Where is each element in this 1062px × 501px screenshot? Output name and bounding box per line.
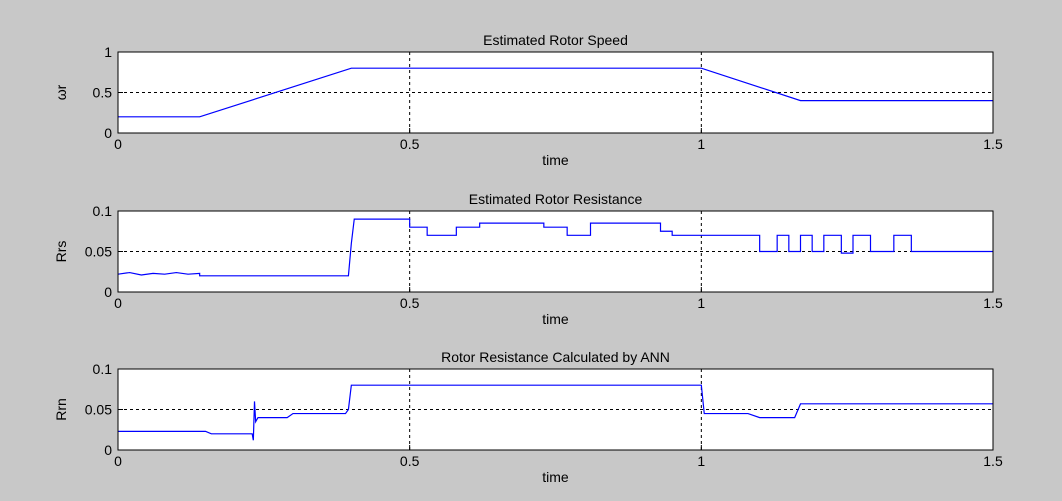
x-tick-label: 0.5 [400, 453, 420, 469]
x-axis-label: time [542, 311, 569, 327]
x-axis-label: time [542, 469, 569, 485]
x-tick-label: 0 [114, 136, 122, 152]
chart-title: Estimated Rotor Resistance [469, 191, 643, 207]
x-tick-label: 0.5 [400, 136, 420, 152]
y-tick-label: 0 [104, 442, 112, 458]
data-line [117, 218, 993, 277]
x-tick-label: 0 [114, 295, 122, 311]
y-tick-label: 0.1 [93, 203, 113, 219]
y-tick-label: 0 [104, 284, 112, 300]
chart-title: Rotor Resistance Calculated by ANN [441, 349, 670, 365]
y-tick-label: 0.1 [93, 361, 113, 377]
y-tick-label: 0.05 [85, 402, 112, 418]
y-axis-label: Rrn [53, 398, 69, 421]
x-tick-label: 1 [697, 136, 705, 152]
x-tick-label: 0 [114, 453, 122, 469]
data-line [118, 384, 993, 441]
y-axis-label: Rrs [53, 241, 69, 263]
plot-frame [117, 210, 994, 293]
y-tick-label: 0 [104, 125, 112, 141]
x-tick-label: 1.5 [983, 453, 1003, 469]
y-tick-label: 0.05 [85, 244, 112, 260]
plot-frame [117, 51, 994, 134]
y-axis-label: ωr [53, 84, 69, 100]
data-line [118, 67, 993, 118]
plot-area [118, 369, 993, 450]
x-tick-label: 0.5 [400, 295, 420, 311]
x-tick-label: 1.5 [983, 136, 1003, 152]
plot-area [118, 211, 993, 292]
x-tick-label: 1 [697, 453, 705, 469]
x-axis-label: time [542, 152, 569, 168]
plot-frame [117, 368, 994, 451]
chart-title: Estimated Rotor Speed [483, 32, 628, 48]
y-tick-label: 1 [104, 44, 112, 60]
y-tick-label: 0.5 [93, 85, 113, 101]
plot-area [118, 52, 993, 133]
x-tick-label: 1 [697, 295, 705, 311]
x-tick-label: 1.5 [983, 295, 1003, 311]
